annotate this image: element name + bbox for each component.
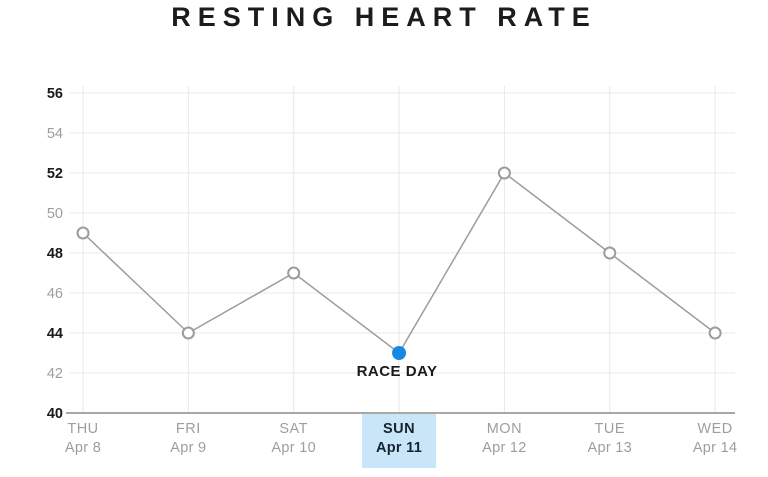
y-axis-tick-label: 44	[47, 326, 63, 342]
data-point	[708, 326, 722, 340]
x-axis-day-label: FRI	[176, 421, 201, 437]
data-point	[287, 266, 301, 280]
x-axis-day-label: SUN	[383, 421, 415, 437]
y-axis-tick-label: 48	[47, 246, 63, 262]
x-axis-date-label: Apr 11	[376, 440, 422, 456]
race-day-annotation: RACE DAY	[357, 363, 438, 380]
x-axis-date-label: Apr 9	[170, 440, 206, 456]
y-axis-tick-label: 56	[47, 86, 63, 102]
x-axis-day-label: WED	[697, 421, 732, 437]
y-axis-tick-label: 40	[47, 406, 63, 422]
x-axis-date-label: Apr 12	[482, 440, 527, 456]
y-axis-tick-label: 50	[47, 206, 63, 222]
x-axis-day-label: SAT	[279, 421, 308, 437]
x-axis-date-label: Apr 8	[65, 440, 101, 456]
x-axis-date-label: Apr 10	[271, 440, 316, 456]
x-axis-day-label: MON	[487, 421, 522, 437]
data-point	[603, 246, 617, 260]
x-axis-date-label: Apr 14	[693, 440, 738, 456]
y-axis-tick-label: 54	[47, 126, 63, 142]
highlighted-day-box	[362, 414, 437, 468]
x-axis-day-label: THU	[67, 421, 98, 437]
x-axis-day-label: TUE	[595, 421, 626, 437]
y-axis-tick-label: 46	[47, 286, 63, 302]
y-axis-tick-label: 52	[47, 166, 63, 182]
data-point	[497, 166, 511, 180]
data-point	[181, 326, 195, 340]
race-day-data-point	[392, 346, 407, 360]
x-axis-date-label: Apr 13	[587, 440, 632, 456]
y-axis-tick-label: 42	[47, 366, 63, 382]
chart-title: RESTING HEART RATE	[171, 2, 597, 32]
data-point	[76, 226, 90, 240]
